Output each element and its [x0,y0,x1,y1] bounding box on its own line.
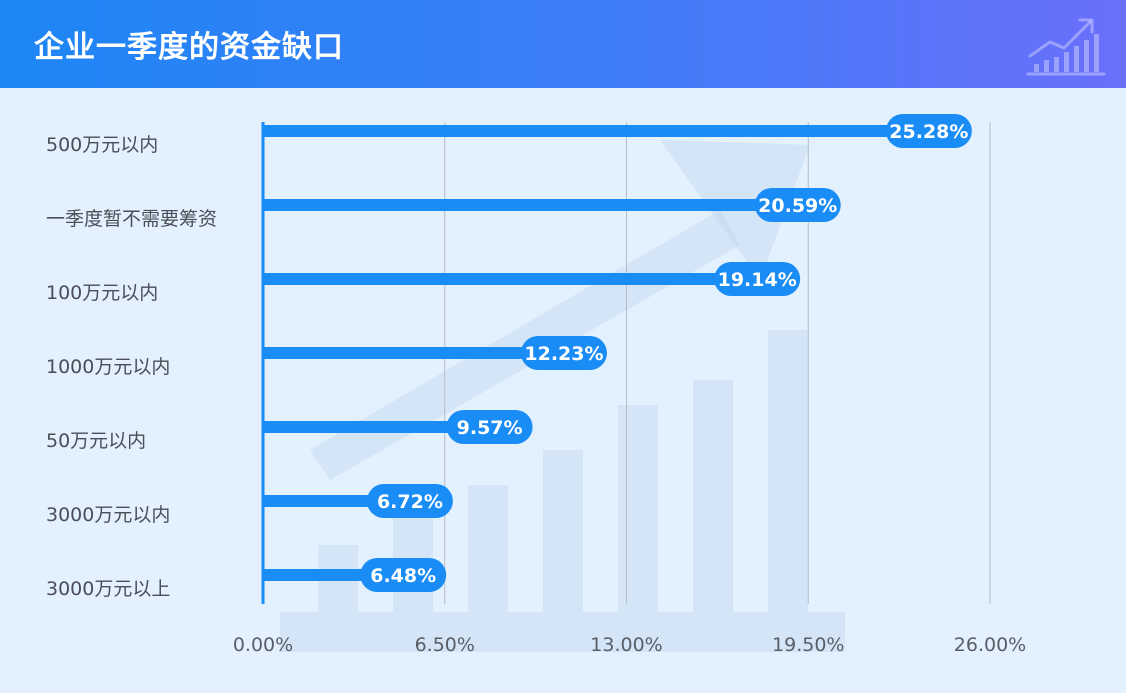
watermark-bar [468,485,508,612]
bar [263,347,605,359]
value-pill [366,484,453,518]
x-tick-label: 6.50% [415,634,475,656]
rising-bar-chart-icon [1026,18,1106,76]
category-label: 一季度暂不需要筹资 [46,208,217,230]
value-pill [446,410,533,444]
value-pill [360,558,447,592]
x-tick-label: 13.00% [590,634,662,656]
value-pill [520,336,607,370]
category-label: 100万元以内 [46,282,158,304]
bar [263,125,970,137]
data-label: 20.59% [758,195,837,217]
page-title: 企业一季度的资金缺口 [34,30,344,65]
value-pill [754,188,841,222]
x-tick-label: 26.00% [954,634,1026,656]
category-label: 3000万元以内 [46,504,170,526]
bar [263,273,799,285]
watermark-bar [693,380,733,612]
data-label: 19.14% [718,269,797,291]
data-label: 9.57% [457,417,523,439]
category-label: 3000万元以上 [46,578,170,600]
x-tick-label: 19.50% [772,634,844,656]
labels: 25.28% 500万元以内 20.59% 一季度暂不需要筹资 19.14% 100万元以… [46,121,1026,656]
bars [263,114,972,592]
data-label: 25.28% [889,121,968,143]
category-label: 1000万元以内 [46,356,170,378]
watermark-bar [618,405,658,612]
data-label: 12.23% [524,343,603,365]
value-pill [885,114,972,148]
watermark-bar [768,330,808,612]
category-label: 50万元以内 [46,430,146,452]
x-tick-label: 0.00% [233,634,293,656]
grid-lines [261,122,991,604]
value-pill [714,262,801,296]
data-label: 6.48% [370,565,436,587]
bar [263,199,839,211]
category-label: 500万元以内 [46,134,158,156]
data-label: 6.72% [377,491,443,513]
watermark-bar [543,450,583,612]
header-banner: 企业一季度的资金缺口 [0,0,1126,88]
watermark-base [280,612,845,652]
